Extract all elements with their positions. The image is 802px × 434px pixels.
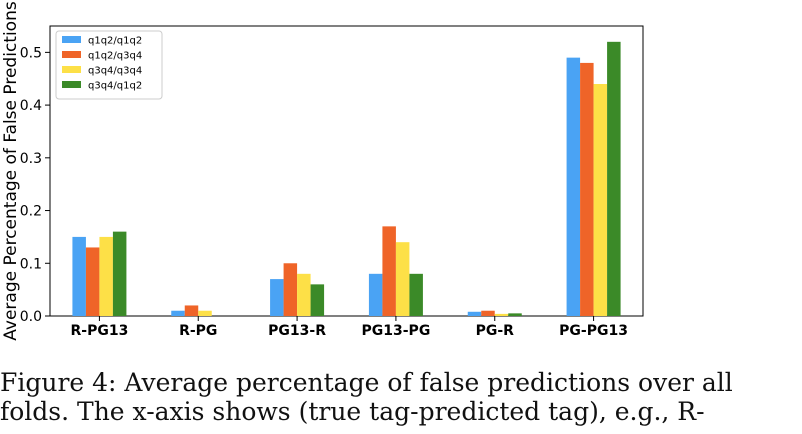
bar-PG-PG13-q3q4/q1q2 <box>607 41 621 317</box>
legend-box <box>55 30 163 100</box>
bar-R-PG-q3q4/q3q4 <box>198 310 212 316</box>
y-tick-label: 0.1 <box>20 256 42 272</box>
bar-R-PG13-q1q2/q1q2 <box>72 236 86 316</box>
x-tick-label: PG13-PG <box>362 323 431 339</box>
bars-group <box>72 41 621 317</box>
y-tick-label: 0.4 <box>20 98 42 114</box>
bar-R-PG-q1q2/q3q4 <box>184 305 199 316</box>
legend: q1q2/q1q2 q1q2/q3q4 q3q4/q3q4 q3q4/q1q2 <box>55 30 163 100</box>
x-tick-label: R-PG13 <box>71 323 129 339</box>
y-axis-label: Average Percentage of False Predictions <box>1 1 21 341</box>
bar-chart: 0.0 0.1 0.2 0.3 0.4 0.5 R-PG13 R-PG PG13-R PG13-… <box>1 1 644 341</box>
plot-frame <box>49 25 644 317</box>
bar-PG13-PG-q3q4/q1q2 <box>409 273 423 316</box>
bar-PG-R-q1q2/q3q4 <box>481 310 495 316</box>
legend-swatch <box>62 81 81 88</box>
bar-PG13-PG-q1q2/q3q4 <box>382 226 396 316</box>
y-axis-ticks: 0.0 0.1 0.2 0.3 0.4 0.5 <box>20 45 50 325</box>
x-axis-ticks: R-PG13 R-PG PG13-R PG13-PG PG-R PG-PG13 <box>71 316 628 339</box>
bar-R-PG13-q1q2/q3q4 <box>85 247 100 316</box>
bar-PG13-PG-q1q2/q1q2 <box>368 273 383 316</box>
bar-PG13-R-q3q4/q1q2 <box>310 284 325 316</box>
legend-swatch <box>62 66 81 73</box>
legend-swatch <box>62 36 81 43</box>
caption-line-2: folds. The x-axis shows (true tag-predic… <box>0 397 705 426</box>
y-tick-label: 0.5 <box>20 45 42 61</box>
y-tick-label: 0.0 <box>20 309 42 325</box>
y-tick-label: 0.3 <box>20 151 42 167</box>
bar-PG-PG13-q3q4/q3q4 <box>593 84 608 316</box>
legend-label: q3q4/q1q2 <box>88 81 142 92</box>
bar-PG13-R-q3q4/q3q4 <box>297 273 311 316</box>
caption-line-1: Figure 4: Average percentage of false pr… <box>0 368 733 397</box>
bar-PG-R-q3q4/q3q4 <box>494 313 509 316</box>
bar-R-PG13-q3q4/q3q4 <box>99 236 113 316</box>
x-tick-label: PG-PG13 <box>559 323 628 339</box>
y-tick-label: 0.2 <box>20 204 42 220</box>
bar-PG13-R-q1q2/q1q2 <box>270 279 284 316</box>
x-tick-label: PG-R <box>476 323 515 339</box>
bar-PG-R-q3q4/q1q2 <box>508 313 522 316</box>
x-tick-label: PG13-R <box>268 323 326 339</box>
bar-PG13-R-q1q2/q3q4 <box>283 263 298 316</box>
bar-PG-PG13-q1q2/q1q2 <box>566 57 581 317</box>
bar-PG13-PG-q3q4/q3q4 <box>395 242 410 316</box>
bar-R-PG-q1q2/q1q2 <box>171 310 185 316</box>
bar-PG-R-q1q2/q1q2 <box>467 311 482 316</box>
bar-PG-PG13-q1q2/q3q4 <box>580 62 594 317</box>
legend-label: q1q2/q1q2 <box>88 36 142 47</box>
bar-R-PG13-q3q4/q1q2 <box>112 231 127 316</box>
figure-caption: Figure 4: Average percentage of false pr… <box>0 368 802 426</box>
legend-label: q1q2/q3q4 <box>88 51 142 62</box>
legend-label: q3q4/q3q4 <box>88 66 142 77</box>
legend-swatch <box>62 51 81 58</box>
x-tick-label: R-PG <box>179 323 217 339</box>
